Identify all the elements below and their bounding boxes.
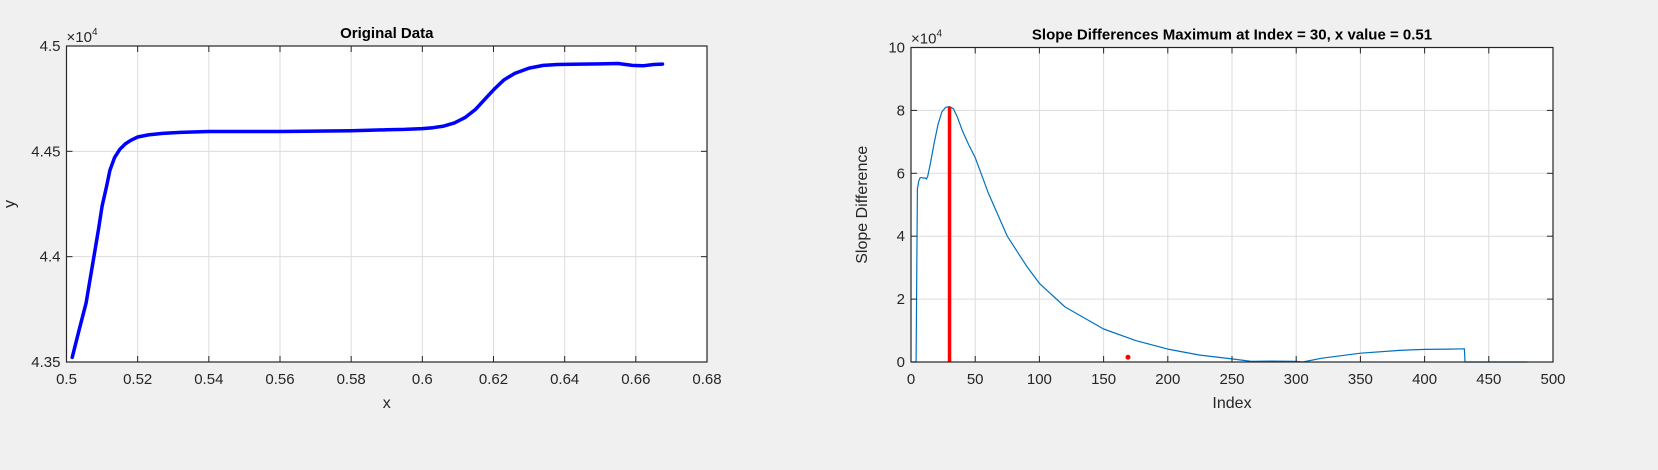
original-data-axes[interactable]: 0.5 0.52 0.54 0.56 0.58 0.6 0.62 0.64 0.66 0.68 4.… bbox=[2, 25, 722, 412]
axes-frame bbox=[65, 45, 708, 363]
x-tick-label: 0.68 bbox=[692, 371, 721, 388]
y-tick-label: 4.4 bbox=[40, 249, 61, 266]
y-tick-label: 4 bbox=[897, 228, 905, 245]
x-tick-label: 0 bbox=[907, 371, 915, 388]
x-tick-label: 0.6 bbox=[412, 371, 433, 388]
x-tick-label: 250 bbox=[1219, 371, 1244, 388]
x-tick-label: 50 bbox=[967, 371, 984, 388]
x-tick-label: 300 bbox=[1284, 371, 1309, 388]
data-lines bbox=[70, 61, 665, 360]
data-line bbox=[911, 105, 1528, 363]
x-tick-label: 0.52 bbox=[123, 371, 152, 388]
x-tick-label: 0.64 bbox=[550, 371, 579, 388]
y-tick-label: 2 bbox=[897, 291, 905, 308]
tick-labels: 0.5 0.52 0.54 0.56 0.58 0.6 0.62 0.64 0.66 0.68 4.… bbox=[31, 38, 721, 388]
axes-frame bbox=[910, 46, 1554, 363]
x-axis-label: Index bbox=[1212, 395, 1251, 412]
x-tick-label: 0.54 bbox=[194, 371, 223, 388]
y-tick-label: 0 bbox=[897, 354, 905, 371]
chart-title: Original Data bbox=[340, 25, 434, 42]
y-tick-label: 6 bbox=[897, 165, 905, 182]
y-axis-label: Slope Difference bbox=[854, 146, 871, 264]
x-tick-label: 0.5 bbox=[56, 371, 77, 388]
data-line bbox=[70, 61, 665, 360]
point-marker bbox=[1125, 354, 1131, 360]
y-tick-label: 4.5 bbox=[40, 38, 61, 55]
x-tick-label: 400 bbox=[1412, 371, 1437, 388]
x-tick-label: 350 bbox=[1348, 371, 1373, 388]
y-exponent-label: ×104 bbox=[911, 29, 942, 48]
x-tick-label: 0.62 bbox=[479, 371, 508, 388]
x-tick-label: 450 bbox=[1476, 371, 1501, 388]
plot-area[interactable] bbox=[66, 46, 708, 362]
x-tick-label: 0.58 bbox=[337, 371, 366, 388]
y-tick-label: 4.35 bbox=[31, 354, 60, 371]
data-lines bbox=[911, 105, 1528, 363]
x-axis-label: x bbox=[383, 395, 391, 412]
y-exponent-label: ×104 bbox=[67, 27, 98, 46]
tick-labels: 0 50 100 150 200 250 300 350 400 450 500 0 2 4 6 8 10 bbox=[888, 40, 1565, 389]
y-tick-label: 10 bbox=[888, 40, 905, 57]
y-tick-label: 4.45 bbox=[31, 143, 60, 160]
chart-title: Slope Differences Maximum at Index = 30,… bbox=[1032, 27, 1432, 44]
x-tick-label: 100 bbox=[1027, 371, 1052, 388]
x-tick-label: 0.56 bbox=[265, 371, 294, 388]
x-tick-label: 0.66 bbox=[621, 371, 650, 388]
x-tick-label: 500 bbox=[1540, 371, 1565, 388]
y-tick-label: 8 bbox=[897, 102, 905, 119]
y-axis-label: y bbox=[2, 200, 19, 208]
slope-differences-axes[interactable]: 0 50 100 150 200 250 300 350 400 450 500 0 2 4 6 8 10 Sl… bbox=[854, 27, 1566, 413]
x-tick-label: 150 bbox=[1091, 371, 1116, 388]
x-tick-label: 200 bbox=[1155, 371, 1180, 388]
